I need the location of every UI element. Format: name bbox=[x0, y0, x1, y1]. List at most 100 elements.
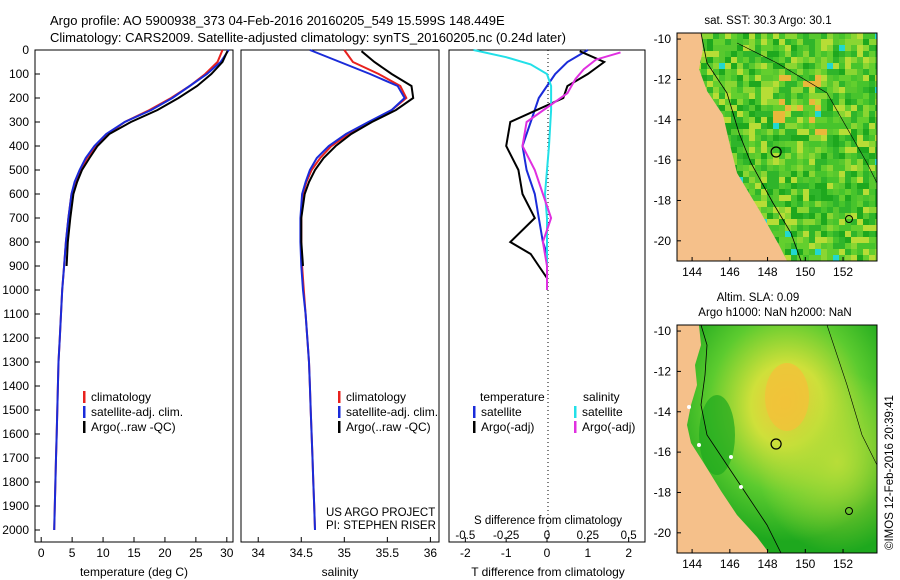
sst-cell bbox=[755, 111, 761, 117]
sst-cell bbox=[785, 207, 791, 213]
sst-cell bbox=[821, 195, 827, 201]
sst-cell bbox=[815, 111, 821, 117]
sst-cell bbox=[761, 123, 767, 129]
legend-swatch bbox=[473, 421, 476, 433]
sst-cell bbox=[761, 111, 767, 117]
sst-cell bbox=[707, 51, 713, 57]
sst-cell bbox=[869, 231, 875, 237]
sst-cell bbox=[743, 69, 749, 75]
y-tick-label: 1300 bbox=[2, 355, 29, 369]
sst-cell bbox=[833, 111, 839, 117]
sst-cell bbox=[869, 243, 875, 249]
sst-cell bbox=[785, 33, 791, 39]
sst-cell bbox=[749, 111, 755, 117]
sst-cell bbox=[803, 129, 809, 135]
sst-cell bbox=[761, 141, 767, 147]
sst-cell bbox=[815, 207, 821, 213]
sst-cell bbox=[761, 81, 767, 87]
sst-cell bbox=[845, 183, 851, 189]
sst-cell bbox=[803, 189, 809, 195]
sst-cell bbox=[779, 219, 785, 225]
sst-cell bbox=[863, 183, 869, 189]
sst-cell bbox=[803, 93, 809, 99]
sst-cell bbox=[821, 207, 827, 213]
sst-cell bbox=[809, 45, 815, 51]
sst-cell bbox=[857, 93, 863, 99]
sst-cell bbox=[791, 141, 797, 147]
sst-cell bbox=[767, 75, 773, 81]
sst-cell bbox=[821, 81, 827, 87]
sst-cell bbox=[833, 141, 839, 147]
sla-map-title: Altim. SLA: 0.09 bbox=[717, 292, 799, 304]
sst-cell bbox=[863, 57, 869, 63]
lat-tick-label: -18 bbox=[654, 193, 672, 207]
sst-cell bbox=[791, 207, 797, 213]
sla-map-frame bbox=[676, 324, 878, 554]
sst-cell bbox=[863, 231, 869, 237]
sst-cell bbox=[833, 33, 839, 39]
sst-cell bbox=[851, 189, 857, 195]
sst-cell bbox=[803, 249, 809, 255]
sst-cell bbox=[821, 171, 827, 177]
sst-cell bbox=[845, 129, 851, 135]
sst-cell bbox=[863, 93, 869, 99]
sst-cell bbox=[863, 87, 869, 93]
sst-cell bbox=[791, 57, 797, 63]
t-difference-xlabel: T difference from climatology bbox=[471, 565, 625, 579]
sst-cell bbox=[797, 201, 803, 207]
sst-cell bbox=[839, 243, 845, 249]
sla-station-marker bbox=[729, 455, 733, 459]
sst-cell bbox=[731, 117, 737, 123]
sst-cell bbox=[755, 135, 761, 141]
sst-cell bbox=[833, 69, 839, 75]
sst-cell bbox=[857, 255, 863, 261]
sst-cell bbox=[785, 249, 791, 255]
lat-tick-label: -14 bbox=[654, 405, 672, 419]
sst-cell bbox=[749, 171, 755, 177]
sst-cell bbox=[827, 45, 833, 51]
sst-cell bbox=[755, 57, 761, 63]
sst-cell bbox=[851, 39, 857, 45]
sst-cell bbox=[809, 249, 815, 255]
sst-cell bbox=[869, 129, 875, 135]
y-tick-label: 0 bbox=[22, 43, 29, 57]
sst-cell bbox=[791, 183, 797, 189]
sst-cell bbox=[773, 195, 779, 201]
sst-cell bbox=[725, 123, 731, 129]
sst-cell bbox=[845, 57, 851, 63]
sst-cell bbox=[815, 39, 821, 45]
sst-cell bbox=[809, 231, 815, 237]
sst-cell bbox=[851, 171, 857, 177]
sst-cell bbox=[833, 87, 839, 93]
sst-cell bbox=[773, 165, 779, 171]
sst-cell bbox=[857, 147, 863, 153]
sst-cell bbox=[737, 129, 743, 135]
sst-cell bbox=[815, 93, 821, 99]
sst-map-lon-ticks: 144 146 148 150 152 bbox=[682, 257, 853, 279]
sst-cell bbox=[803, 57, 809, 63]
sst-cell bbox=[743, 171, 749, 177]
sst-cell bbox=[731, 147, 737, 153]
sst-cell bbox=[785, 57, 791, 63]
sst-cell bbox=[815, 171, 821, 177]
sst-cell bbox=[875, 99, 877, 105]
sst-cell bbox=[767, 135, 773, 141]
y-tick-label: 1900 bbox=[2, 499, 29, 513]
sla-argo-position-marker bbox=[770, 438, 782, 450]
sst-cell bbox=[755, 177, 761, 183]
sst-cell bbox=[821, 189, 827, 195]
sst-cell bbox=[809, 153, 815, 159]
sst-cell bbox=[773, 183, 779, 189]
sla-low-anomaly bbox=[699, 395, 735, 475]
lat-tick-label: -16 bbox=[654, 445, 672, 459]
sla-island-marker bbox=[845, 507, 853, 515]
sst-cell bbox=[839, 231, 845, 237]
sst-cell bbox=[767, 189, 773, 195]
lat-tick-label: -14 bbox=[654, 113, 672, 127]
sst-cell bbox=[815, 87, 821, 93]
sla-map-lat-ticks: -10 -12 -14 -16 -18 -20 bbox=[654, 324, 681, 540]
sst-cell bbox=[773, 63, 779, 69]
sst-cell bbox=[737, 63, 743, 69]
sst-cell bbox=[833, 237, 839, 243]
sst-cell bbox=[845, 147, 851, 153]
